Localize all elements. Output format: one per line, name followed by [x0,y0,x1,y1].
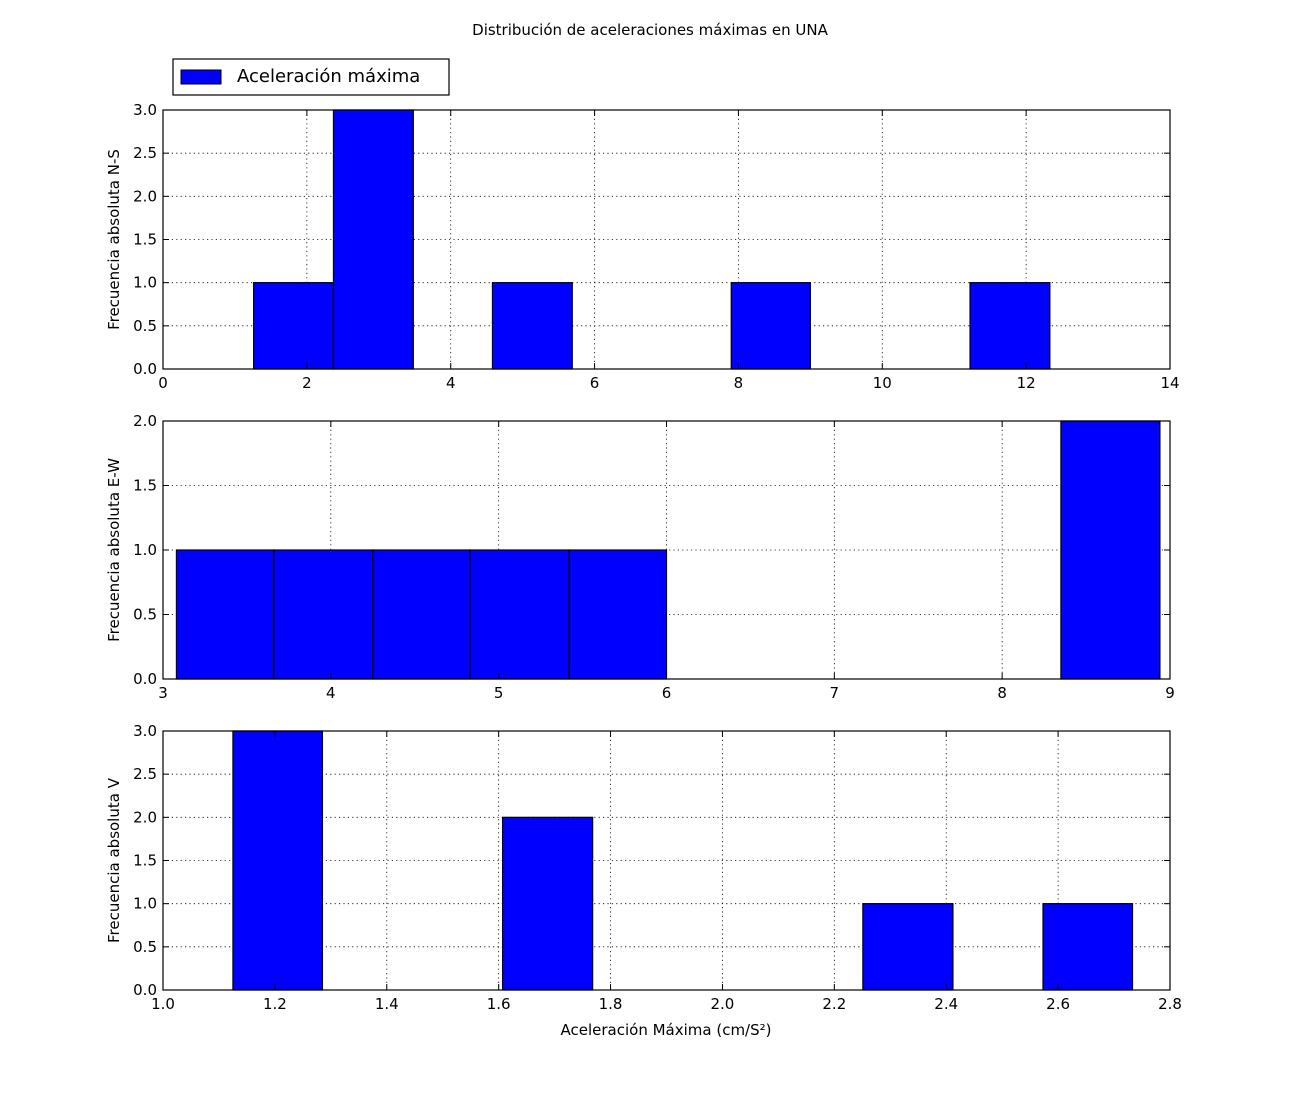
y-axis-label: Frecuencia absoluta N-S [105,149,123,330]
legend-label: Aceleración máxima [237,66,420,87]
x-tick-label: 1.4 [375,995,399,1013]
y-tick-label: 2.5 [133,144,157,162]
histogram-bar [232,730,324,991]
histogram-bar [253,282,335,370]
histogram-bar [372,549,471,680]
y-tick-label: 1.5 [133,852,157,870]
y-tick-label: 1.5 [133,477,157,495]
histogram-bar [332,109,414,370]
y-tick-label: 0.5 [133,938,157,956]
histogram-bar [568,549,668,680]
histogram-bar [273,549,374,680]
x-tick-label: 6 [662,684,672,702]
y-tick-label: 0.0 [133,670,157,688]
x-tick-label: 0 [158,374,168,392]
x-tick-label: 2.2 [822,995,846,1013]
x-tick-label: 10 [873,374,892,392]
panel-ns: 0 2 4 6 8 10 12 14 0.0 0.5 1.0 1.5 2.0 2.5 3.0 Frecuenc… [105,101,1180,392]
y-tick-label: 0.0 [133,981,157,999]
panel-ew: 3 4 5 6 7 8 9 0.0 0.5 1.0 1.5 2.0 Frecuencia absolut… [105,412,1175,702]
x-tick-label: 14 [1160,374,1179,392]
x-tick-label: 2.6 [1046,995,1070,1013]
histogram-bar [501,816,594,991]
y-tick-label: 1.0 [133,274,157,292]
histogram-bar [469,549,570,680]
y-tick-label: 3.0 [133,101,157,119]
y-tick-label: 2.0 [133,412,157,430]
histogram-bar [1042,903,1134,991]
y-tick-label: 1.0 [133,895,157,913]
histogram-bar [862,903,954,991]
y-tick-label: 0.5 [133,317,157,335]
x-tick-label: 6 [590,374,600,392]
y-tick-label: 1.5 [133,231,157,249]
x-tick-label: 5 [494,684,504,702]
x-tick-label: 1.0 [151,995,175,1013]
x-tick-label: 3 [158,684,168,702]
y-tick-label: 0.5 [133,606,157,624]
x-axis-label: Aceleración Máxima (cm/S²) [561,1021,772,1039]
histogram-bar [491,282,573,370]
legend-swatch [180,69,222,85]
x-tick-label: 2.8 [1158,995,1182,1013]
y-tick-label: 1.0 [133,541,157,559]
x-tick-label: 1.6 [487,995,511,1013]
x-tick-label: 4 [326,684,336,702]
y-tick-label: 2.5 [133,765,157,783]
x-tick-label: 1.8 [599,995,623,1013]
y-tick-label: 2.0 [133,808,157,826]
legend: Aceleración máxima [172,58,450,96]
x-tick-label: 7 [830,684,840,702]
x-tick-label: 4 [446,374,456,392]
x-tick-label: 8 [734,374,744,392]
x-tick-label: 2 [302,374,312,392]
x-tick-label: 2.4 [934,995,958,1013]
histogram-bar [1060,420,1161,680]
y-tick-label: 3.0 [133,722,157,740]
x-tick-label: 2.0 [711,995,735,1013]
histogram-bar [969,282,1051,370]
x-tick-label: 9 [1165,684,1175,702]
y-tick-label: 2.0 [133,187,157,205]
y-axis-label: Frecuencia absoluta V [105,777,123,943]
y-tick-label: 0.0 [133,360,157,378]
x-tick-label: 1.2 [263,995,287,1013]
chart-title: Distribución de aceleraciones máximas en… [472,21,828,39]
panel-v: 1.0 1.2 1.4 1.6 1.8 2.0 2.2 2.4 2.6 2.8 0.0 0.5 1.0 1… [105,722,1182,1013]
x-tick-label: 8 [997,684,1007,702]
histogram-bar [730,282,811,370]
x-tick-label: 12 [1017,374,1036,392]
y-axis-label: Frecuencia absoluta E-W [105,458,123,642]
histogram-bar [175,549,275,680]
